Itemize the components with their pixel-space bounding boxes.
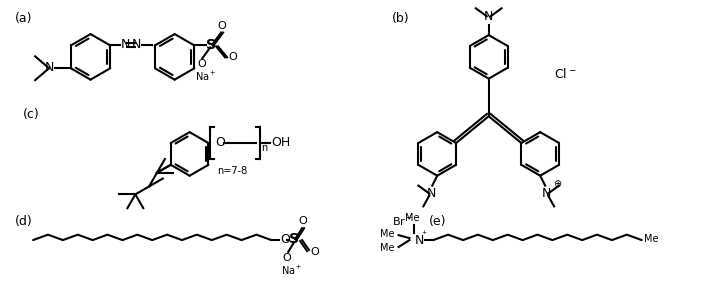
Text: ⁺: ⁺ (421, 230, 427, 240)
Text: O: O (228, 52, 237, 62)
Text: O: O (280, 233, 290, 246)
Text: n=7-8: n=7-8 (217, 166, 247, 176)
Text: Na$^+$: Na$^+$ (281, 264, 303, 277)
Text: ⊕: ⊕ (553, 179, 562, 189)
Text: Cl$^-$: Cl$^-$ (554, 67, 576, 81)
Text: N: N (45, 61, 54, 74)
Text: Me: Me (380, 229, 395, 239)
Text: (a): (a) (16, 12, 33, 25)
Text: O: O (197, 59, 206, 69)
Text: (c): (c) (23, 108, 40, 121)
Text: n: n (261, 143, 267, 153)
Text: Me: Me (380, 243, 395, 253)
Text: N: N (121, 38, 130, 51)
Text: Br$^-$: Br$^-$ (391, 215, 413, 227)
Text: (b): (b) (391, 12, 409, 25)
Text: N: N (415, 234, 424, 246)
Text: OH: OH (271, 136, 290, 148)
Text: O: O (218, 21, 226, 31)
Text: S: S (289, 232, 299, 246)
Text: S: S (206, 38, 216, 52)
Text: Na$^+$: Na$^+$ (196, 70, 217, 83)
Text: (e): (e) (429, 215, 447, 228)
Text: O: O (216, 136, 225, 148)
Text: (d): (d) (16, 215, 33, 228)
Text: Me: Me (644, 234, 658, 244)
Text: N: N (132, 38, 141, 51)
Text: O: O (283, 253, 291, 263)
Text: N: N (484, 10, 493, 23)
Text: Me: Me (405, 213, 420, 223)
Text: O: O (310, 247, 319, 257)
Text: O: O (298, 216, 308, 226)
Text: N: N (542, 187, 551, 200)
Text: N: N (427, 187, 436, 200)
